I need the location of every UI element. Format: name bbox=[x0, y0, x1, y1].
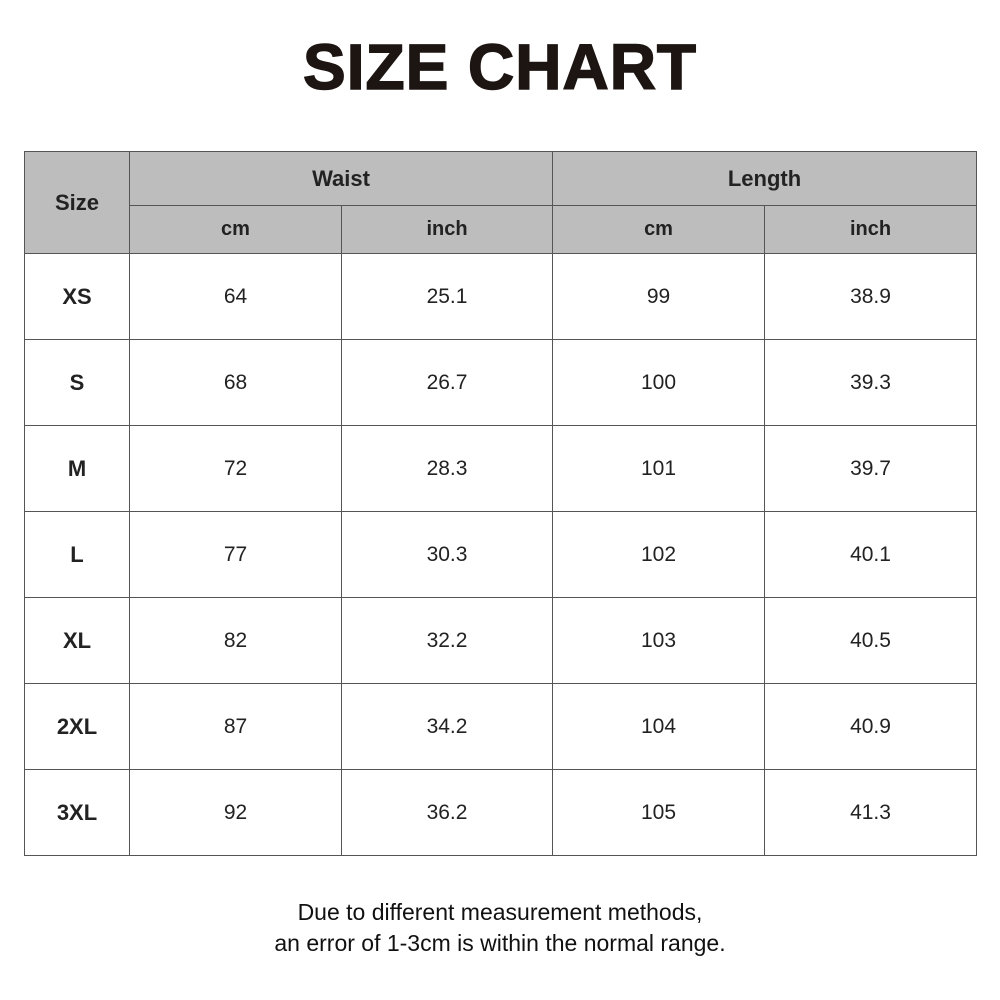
size-cell: 3XL bbox=[24, 769, 130, 856]
size-cell: S bbox=[24, 339, 130, 426]
value-cell: 34.2 bbox=[340, 683, 554, 770]
value-cell: 25.1 bbox=[340, 253, 554, 340]
unit-header: inch bbox=[764, 205, 978, 254]
table-row: M 72 28.3 101 39.7 bbox=[24, 425, 978, 512]
note-line: Due to different measurement methods, bbox=[297, 899, 703, 925]
value-cell: 39.3 bbox=[764, 339, 978, 426]
value-cell: 40.9 bbox=[764, 683, 978, 770]
note-line: an error of 1-3cm is within the normal r… bbox=[274, 930, 726, 956]
value-cell: 26.7 bbox=[340, 339, 554, 426]
value-cell: 82 bbox=[129, 597, 342, 684]
unit-header: cm bbox=[552, 205, 766, 254]
value-cell: 64 bbox=[129, 253, 342, 340]
unit-header: inch bbox=[340, 205, 554, 254]
value-cell: 38.9 bbox=[764, 253, 978, 340]
value-cell: 40.5 bbox=[764, 597, 978, 684]
size-cell: L bbox=[24, 511, 130, 598]
size-cell: 2XL bbox=[24, 683, 130, 770]
value-cell: 39.7 bbox=[764, 425, 978, 512]
value-cell: 40.1 bbox=[764, 511, 978, 598]
value-cell: 28.3 bbox=[340, 425, 554, 512]
value-cell: 103 bbox=[552, 597, 766, 684]
size-table: Size Waist Length cm inch cm inch XS 64 25… bbox=[24, 151, 978, 856]
value-cell: 99 bbox=[552, 253, 766, 340]
table-row: 3XL 92 36.2 105 41.3 bbox=[24, 769, 978, 856]
measurement-note: Due to different measurement methods, an… bbox=[0, 897, 1000, 959]
table-row: XL 82 32.2 103 40.5 bbox=[24, 597, 978, 684]
value-cell: 102 bbox=[552, 511, 766, 598]
unit-header: cm bbox=[129, 205, 342, 254]
value-cell: 101 bbox=[552, 425, 766, 512]
value-cell: 100 bbox=[552, 339, 766, 426]
table-row: S 68 26.7 100 39.3 bbox=[24, 339, 978, 426]
value-cell: 72 bbox=[129, 425, 342, 512]
page-title: SIZE CHART bbox=[302, 30, 697, 104]
value-cell: 87 bbox=[129, 683, 342, 770]
value-cell: 41.3 bbox=[764, 769, 978, 856]
value-cell: 105 bbox=[552, 769, 766, 856]
table-row: 2XL 87 34.2 104 40.9 bbox=[24, 683, 978, 770]
value-cell: 32.2 bbox=[340, 597, 554, 684]
size-header: Size bbox=[24, 151, 130, 254]
value-cell: 92 bbox=[129, 769, 342, 856]
value-cell: 30.3 bbox=[340, 511, 554, 598]
length-header: Length bbox=[552, 151, 978, 206]
value-cell: 77 bbox=[129, 511, 342, 598]
size-cell: XL bbox=[24, 597, 130, 684]
size-cell: M bbox=[24, 425, 130, 512]
value-cell: 36.2 bbox=[340, 769, 554, 856]
size-cell: XS bbox=[24, 253, 130, 340]
table-row: XS 64 25.1 99 38.9 bbox=[24, 253, 978, 340]
value-cell: 104 bbox=[552, 683, 766, 770]
table-row: L 77 30.3 102 40.1 bbox=[24, 511, 978, 598]
value-cell: 68 bbox=[129, 339, 342, 426]
waist-header: Waist bbox=[128, 151, 554, 206]
